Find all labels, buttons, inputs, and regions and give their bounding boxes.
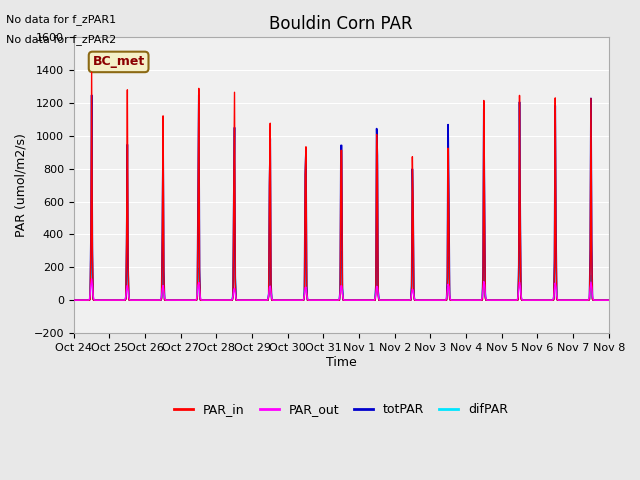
Title: Bouldin Corn PAR: Bouldin Corn PAR: [269, 15, 413, 33]
Text: BC_met: BC_met: [93, 55, 145, 69]
Text: No data for f_zPAR2: No data for f_zPAR2: [6, 34, 116, 45]
Legend: PAR_in, PAR_out, totPAR, difPAR: PAR_in, PAR_out, totPAR, difPAR: [170, 398, 513, 421]
Y-axis label: PAR (umol/m2/s): PAR (umol/m2/s): [15, 133, 28, 237]
X-axis label: Time: Time: [326, 356, 356, 369]
Text: No data for f_zPAR1: No data for f_zPAR1: [6, 14, 116, 25]
